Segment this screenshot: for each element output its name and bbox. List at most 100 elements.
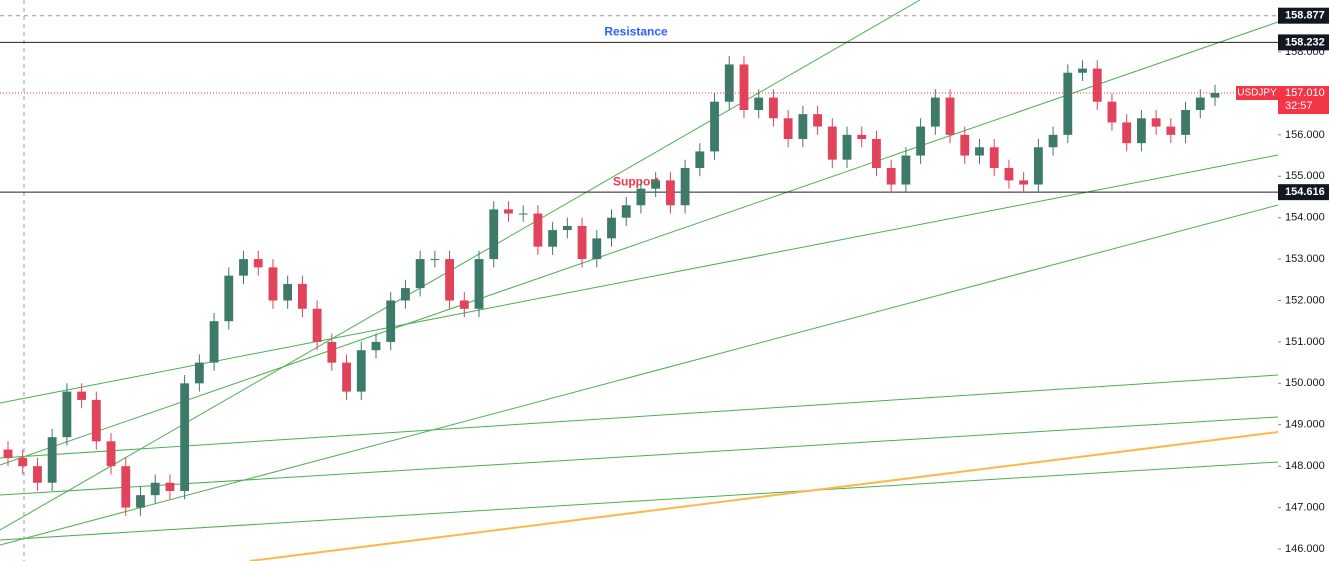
candle-body [386, 300, 396, 342]
level-box [1278, 184, 1329, 201]
candle-body [180, 383, 190, 492]
candle-body [562, 225, 572, 231]
candle-body [1195, 97, 1205, 110]
candle-body [504, 209, 513, 214]
candle-body [651, 180, 661, 189]
candle-body [253, 259, 263, 268]
candle-body [1063, 72, 1073, 135]
candle-body [960, 134, 970, 156]
candle-body [209, 321, 219, 363]
annotation: Support [613, 174, 659, 188]
candle-body [886, 167, 896, 185]
price-box [1278, 86, 1329, 115]
y-tick-label: 147.000 [1285, 501, 1325, 513]
candle-body [194, 362, 204, 384]
candle-body [165, 482, 175, 492]
orange-trendline [249, 431, 1279, 561]
level-box [1278, 7, 1329, 24]
candle-body [312, 308, 322, 342]
trendline [0, 204, 1279, 546]
y-tick-label: 153.000 [1285, 253, 1325, 265]
y-tick-label: 151.000 [1285, 336, 1325, 348]
candle-body [916, 126, 926, 156]
trendline [0, 416, 1279, 496]
candle-body [297, 283, 307, 309]
candle-body [1151, 118, 1161, 127]
candle-body [798, 114, 808, 139]
candle-body [607, 217, 616, 239]
countdown-label: 32:57 [1285, 100, 1313, 112]
y-tick-label: 154.000 [1285, 212, 1325, 224]
candle-body [901, 155, 911, 185]
candle-body [1048, 134, 1058, 148]
candle-body [445, 259, 455, 301]
candle-body [106, 441, 116, 467]
candle-body [356, 350, 366, 392]
candle-body [33, 466, 42, 483]
candle-body [371, 341, 381, 351]
candle-body [150, 482, 160, 496]
candle-body [1181, 109, 1190, 135]
y-tick-label: 156.000 [1285, 129, 1325, 141]
level-label: 158.877 [1285, 10, 1325, 22]
candle-body [783, 118, 793, 139]
y-tick-label: 148.000 [1285, 460, 1325, 472]
candle-body [636, 188, 646, 206]
candle-body [1019, 180, 1029, 185]
y-tick-label: 150.000 [1285, 377, 1325, 389]
candle-body [724, 64, 734, 102]
candle-body [945, 97, 955, 135]
level-label: 158.232 [1285, 36, 1325, 48]
candle-body [665, 180, 675, 206]
candle-body [1136, 118, 1146, 144]
y-tick-label: 146.000 [1285, 543, 1325, 555]
y-tick-label: 149.000 [1285, 419, 1325, 431]
candle-body [518, 213, 528, 215]
trendline [0, 461, 1279, 541]
candle-body [842, 134, 852, 160]
candle-body [695, 151, 705, 168]
trendline [0, 21, 1279, 466]
candle-body [1033, 147, 1043, 185]
candle-body [47, 437, 57, 483]
candle-body [872, 138, 881, 168]
candle-body [813, 114, 822, 127]
candle-body [577, 225, 587, 260]
candle-body [1122, 122, 1132, 144]
trendlines [0, 0, 1279, 546]
candle-body [1107, 101, 1117, 123]
candle-body [3, 449, 13, 458]
candle-body [1092, 68, 1102, 102]
candle-body [283, 283, 293, 301]
candle-body [1166, 126, 1176, 135]
candle-body [989, 147, 999, 168]
candle-body [930, 97, 940, 127]
symbol-box [1236, 86, 1278, 101]
candle-body [489, 209, 499, 260]
candle-body [474, 259, 484, 309]
candle-body [18, 457, 28, 467]
price-label: 157.010 [1285, 87, 1325, 99]
y-tick-label: 152.000 [1285, 294, 1325, 306]
candle-body [136, 495, 145, 508]
candle-body [680, 167, 690, 206]
candle-body [1004, 167, 1014, 181]
candle-body [754, 97, 764, 110]
candle-body [548, 230, 558, 247]
candle-body [91, 399, 101, 442]
symbol-label: USDJPY [1237, 88, 1277, 99]
candle-body [268, 267, 278, 301]
candle-body [342, 362, 351, 392]
candle-body [459, 300, 469, 309]
candle-body [327, 341, 337, 363]
trendline [0, 0, 921, 531]
candle-body [592, 238, 602, 260]
trendline [0, 374, 1279, 459]
candle-body [239, 259, 248, 276]
candle-body [415, 259, 425, 289]
candle-body [768, 97, 778, 119]
level-label: 154.616 [1285, 186, 1325, 198]
candle-body [739, 64, 749, 110]
candle-body [121, 466, 131, 508]
